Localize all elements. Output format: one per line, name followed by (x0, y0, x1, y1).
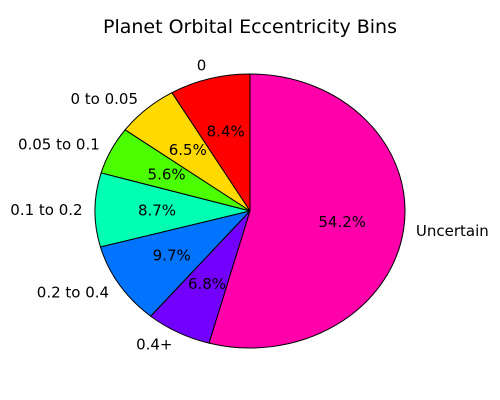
category-labels: 0 0 to 0.05 0.05 to 0.1 0.1 to 0.2 0.2 to 0.… (10, 57, 489, 354)
slice-category-label: 0.4+ (136, 336, 172, 354)
pie-slice (99, 210, 252, 317)
slice-percent-label: 8.4% (207, 123, 245, 141)
slice-percent-label: 54.2% (318, 213, 366, 231)
slice-percent-label: 6.5% (169, 141, 207, 159)
slice-category-label: 0.05 to 0.1 (18, 135, 100, 153)
slice-percent-label: 5.6% (148, 166, 186, 184)
slice-category-label: 0 (197, 57, 207, 75)
percent-labels: 8.4%6.5% 5.6% 8.7% 9.7% 6.8% 54.2% (138, 123, 366, 293)
slice-category-label: 0.1 to 0.2 (10, 201, 82, 219)
pie-slice (208, 73, 406, 349)
slice-category-label: 0 to 0.05 (70, 90, 138, 108)
slice-percent-label: 6.8% (188, 275, 226, 293)
slice-percent-label: 8.7% (138, 201, 176, 219)
slice-category-label: Uncertain (416, 222, 489, 240)
chart-title: Planet Orbital Eccentricity Bins (103, 16, 397, 38)
slice-category-label: 0.2 to 0.4 (37, 283, 109, 301)
slice-percent-label: 9.7% (153, 246, 191, 264)
pie-slices (94, 73, 406, 349)
pie-slice (94, 172, 251, 248)
